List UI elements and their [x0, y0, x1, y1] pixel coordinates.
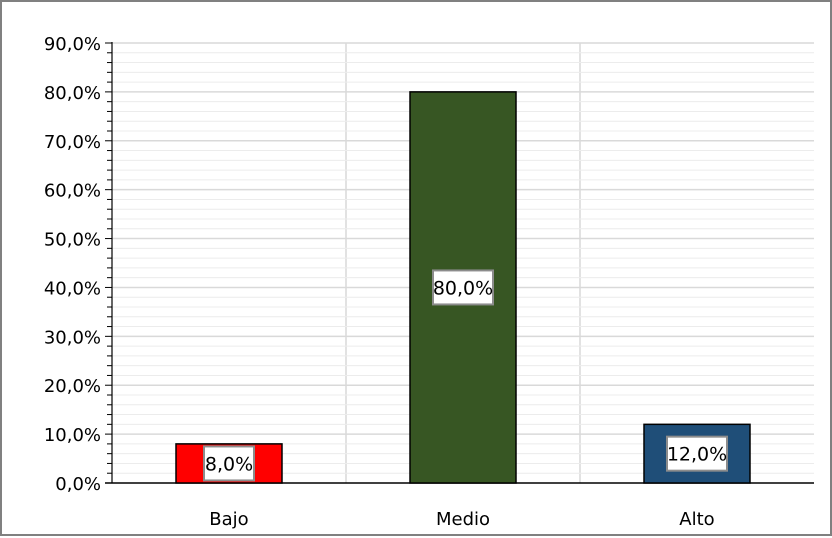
y-tick-label: 50,0% — [44, 230, 101, 251]
y-tick-label: 90,0% — [44, 34, 101, 55]
data-label-text: 8,0% — [205, 453, 253, 475]
x-tick-label: Medio — [436, 509, 490, 530]
y-tick-label: 40,0% — [44, 278, 101, 299]
data-label-text: 80,0% — [433, 277, 493, 299]
data-label-medio: 80,0% — [433, 270, 493, 304]
y-tick-label: 80,0% — [44, 83, 101, 104]
y-tick-label: 30,0% — [44, 327, 101, 348]
y-tick-label: 20,0% — [44, 376, 101, 397]
y-tick-label: 10,0% — [44, 425, 101, 446]
tick-labels: Bajo Medio Alto 0,0% 10,0% 20,0% 30,0% 40,0% 50,… — [44, 34, 715, 530]
x-tick-label: Bajo — [209, 509, 248, 530]
data-label-text: 12,0% — [667, 444, 727, 466]
y-tick-label: 0,0% — [55, 474, 101, 495]
x-tick-label: Alto — [679, 509, 714, 530]
data-label-bajo: 8,0% — [204, 446, 254, 480]
data-label-alto: 12,0% — [667, 437, 727, 471]
y-tick-label: 70,0% — [44, 132, 101, 153]
y-tick-label: 60,0% — [44, 181, 101, 202]
